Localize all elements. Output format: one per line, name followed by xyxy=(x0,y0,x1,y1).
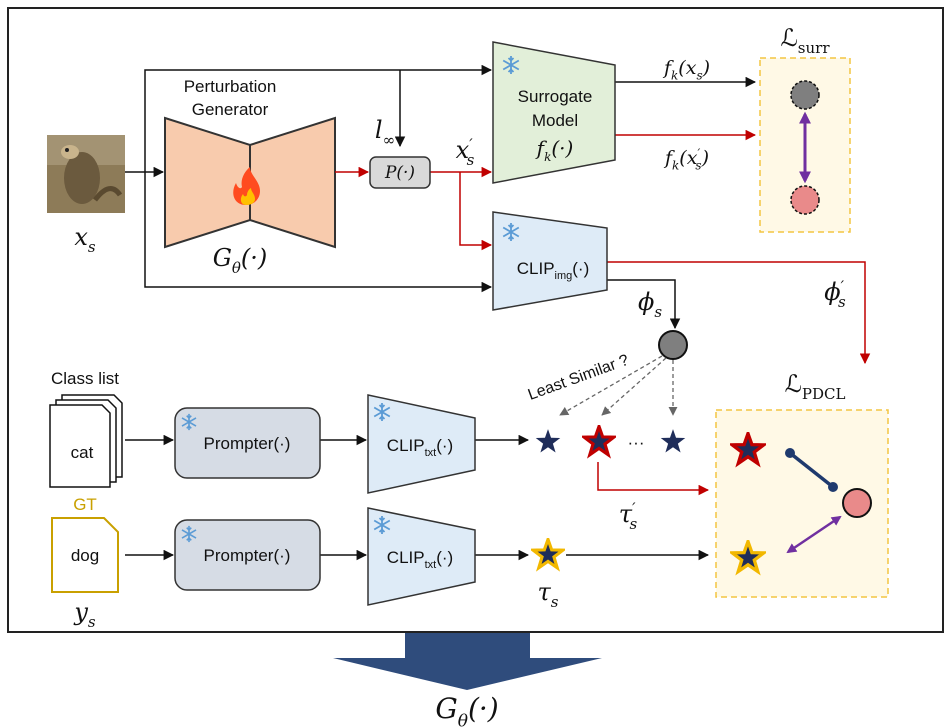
gt-tag: GT xyxy=(73,495,97,514)
math-part: ) xyxy=(702,57,710,79)
math-part: img xyxy=(555,270,573,282)
math-part: txt xyxy=(425,559,437,571)
math-part: y xyxy=(73,598,88,626)
math-part: ϕ xyxy=(638,288,654,316)
input-image xyxy=(47,135,125,213)
class-list-label: Class list xyxy=(51,369,119,388)
math-part: ) xyxy=(701,147,709,169)
math-part: s xyxy=(88,613,96,631)
math-part: G xyxy=(435,692,457,725)
math-part: G xyxy=(213,244,232,272)
push-end xyxy=(785,448,795,458)
adv-feature-dot xyxy=(843,489,871,517)
math-part: k xyxy=(544,150,551,164)
math-part: s xyxy=(838,293,846,311)
image-feature-dot xyxy=(659,331,687,359)
math-part: s xyxy=(88,238,96,256)
math-part: txt xyxy=(425,447,437,459)
push-end xyxy=(828,482,838,492)
clean-output: fk(xs) xyxy=(662,57,710,83)
class-pages xyxy=(50,395,122,487)
math-part: k xyxy=(671,69,678,83)
math-part: l xyxy=(375,116,383,144)
diagram: xs Perturbation Generator Gθ(·) l∞ P(·) … xyxy=(0,0,951,728)
prompter-label: Prompter(·) xyxy=(204,434,291,453)
generator-title: Generator xyxy=(192,100,269,119)
math-part: k xyxy=(672,159,679,173)
math-part: x xyxy=(74,223,88,251)
clean-feature-dot xyxy=(791,81,819,109)
math-part: (·) xyxy=(436,436,453,455)
math-part: s xyxy=(629,515,637,533)
math-part: (·) xyxy=(551,136,573,160)
adv-output: fk(x′s) xyxy=(663,146,709,172)
math-part: (x xyxy=(678,57,696,79)
gt-example: dog xyxy=(71,546,99,565)
ellipsis: ··· xyxy=(628,433,645,452)
math-part: CLIP xyxy=(387,548,425,567)
math-part: τ xyxy=(538,578,552,606)
generator-title: Perturbation xyxy=(184,77,277,96)
class-example: cat xyxy=(71,443,94,462)
math-part: CLIP xyxy=(387,436,425,455)
math-part: (·) xyxy=(241,244,267,272)
math-part: (·) xyxy=(572,259,589,278)
math-part: s xyxy=(467,151,475,169)
surrogate-symbol: fk(·) xyxy=(535,136,574,164)
prompter-label: Prompter(·) xyxy=(204,546,291,565)
surrogate-title: Surrogate xyxy=(518,87,593,106)
update-arrow xyxy=(333,633,602,690)
math-part: (·) xyxy=(436,548,453,567)
math-part: θ xyxy=(458,711,468,728)
math-part: surr xyxy=(798,39,831,57)
math-part: θ xyxy=(232,259,241,277)
surrogate-title: Model xyxy=(532,111,578,130)
math-part: (·) xyxy=(468,692,499,725)
math-part: PDCL xyxy=(802,385,846,403)
projection-label: P(·) xyxy=(384,163,415,183)
adv-feature-dot xyxy=(791,186,819,214)
math-part: CLIP xyxy=(517,259,555,278)
math-part: s xyxy=(654,303,662,321)
math-part: ℒ xyxy=(785,370,802,398)
math-part: ℒ xyxy=(781,24,798,52)
math-part: ∞ xyxy=(383,131,396,149)
math-part: s xyxy=(551,593,559,611)
update-target: Gθ(·) xyxy=(435,692,498,728)
